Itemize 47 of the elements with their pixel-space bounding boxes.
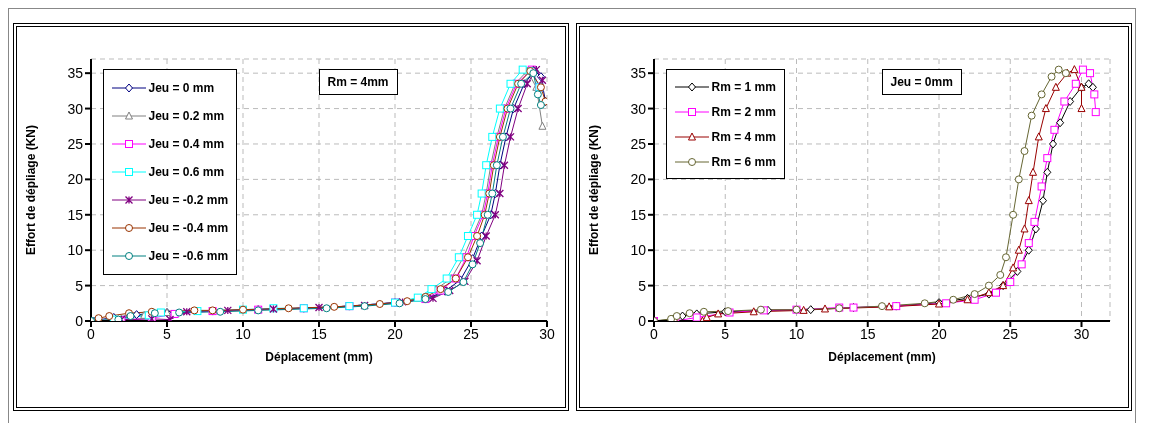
y-tick-label: 10 (629, 242, 646, 259)
legend-label: Jeu = 0.4 mm (148, 137, 225, 151)
x-tick-label: 10 (234, 325, 251, 342)
y-tick-label: 20 (629, 171, 646, 188)
x-tick-label: 15 (310, 325, 327, 342)
y-tick-label: 30 (629, 100, 646, 117)
y-axis-title: Effort de dépliage (KN) (23, 124, 38, 256)
x-tick-label: 0 (649, 325, 658, 342)
legend-label: Jeu = -0.4 mm (148, 221, 229, 235)
y-tick-label: 0 (637, 312, 646, 329)
y-tick-label: 25 (629, 135, 646, 152)
legend-label: Jeu = 0 mm (148, 81, 215, 95)
x-axis-title: Déplacement (mm) (827, 350, 936, 364)
x-tick-label: 20 (386, 325, 403, 342)
x-tick-label: 0 (86, 325, 95, 342)
x-tick-label: 25 (462, 325, 479, 342)
x-tick-label: 5 (162, 325, 171, 342)
legend-label: Jeu = 0.2 mm (148, 109, 225, 123)
annotation: Jeu = 0mm (881, 69, 962, 95)
legend-label: Rm = 2 mm (711, 104, 776, 119)
y-tick-label: 25 (66, 135, 83, 152)
y-tick-label: 15 (629, 206, 646, 223)
legend-label: Rm = 6 mm (711, 154, 776, 169)
y-tick-label: 35 (629, 65, 646, 82)
legend-label: Rm = 1 mm (711, 79, 776, 94)
x-tick-label: 30 (538, 325, 555, 342)
x-axis-title: Déplacement (mm) (264, 350, 373, 364)
y-tick-label: 5 (637, 277, 646, 294)
y-tick-label: 10 (66, 242, 83, 259)
legend-label: Rm = 4 mm (711, 129, 776, 144)
y-tick-label: 5 (74, 277, 83, 294)
legend-label: Jeu = -0.2 mm (148, 193, 229, 207)
y-axis-title: Effort de dépliage (KN) (586, 124, 601, 256)
x-tick-label: 25 (1001, 325, 1018, 342)
y-tick-label: 15 (66, 206, 83, 223)
y-tick-label: 20 (66, 171, 83, 188)
x-tick-label: 5 (720, 325, 729, 342)
legend-label: Jeu = -0.6 mm (148, 249, 229, 263)
y-tick-label: 0 (74, 312, 83, 329)
x-tick-label: 15 (859, 325, 876, 342)
legend-label: Jeu = 0.6 mm (148, 165, 225, 179)
y-tick-label: 30 (66, 100, 83, 117)
x-tick-label: 20 (930, 325, 947, 342)
y-tick-label: 35 (66, 65, 83, 82)
annotation: Rm = 4mm (318, 69, 398, 95)
x-tick-label: 10 (788, 325, 804, 342)
x-tick-label: 30 (1073, 325, 1089, 342)
